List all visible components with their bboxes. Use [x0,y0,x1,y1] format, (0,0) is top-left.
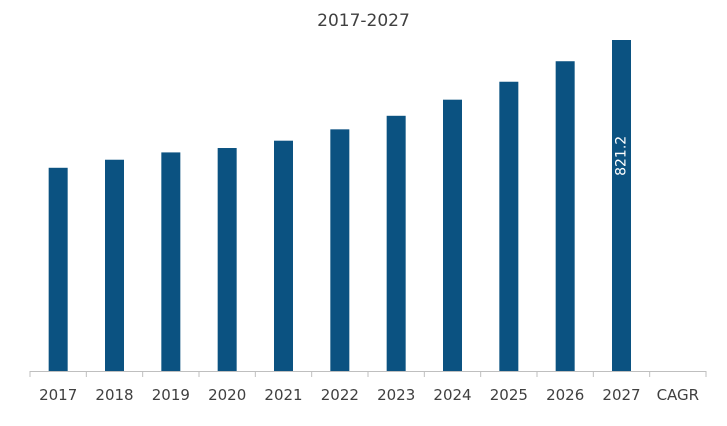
x-tick-label-2026: 2026 [546,386,584,404]
chart-title: 2017-2027 [317,11,410,31]
x-tick-label-2022: 2022 [321,386,359,404]
bar-2021 [274,140,293,371]
bar-2020 [217,148,237,371]
bar-2019 [161,152,181,371]
x-tick-label-2023: 2023 [377,386,415,404]
bars-group: 821.2 [48,40,631,371]
bar-2027 [612,40,631,371]
bar-2018 [105,159,124,371]
bar-2022 [330,129,350,371]
x-tick-label-2020: 2020 [208,386,246,404]
bar-2025 [499,81,519,371]
bar-2026 [555,61,575,371]
x-tick-label-CAGR: CAGR [657,386,700,404]
x-tick-label-2021: 2021 [264,386,302,404]
x-tick-label-2024: 2024 [433,386,471,404]
x-tick-label-2017: 2017 [39,386,77,404]
x-axis [29,371,707,377]
x-tick-label-2025: 2025 [490,386,528,404]
x-tick-labels: 2017 2018 2019 2020 2021 2022 2023 2024 2025 2026… [39,386,699,404]
x-tick-label-2019: 2019 [152,386,190,404]
x-tick-label-2018: 2018 [95,386,133,404]
bar-2017 [48,167,68,371]
bar-data-label-2027: 821.2 [614,136,630,176]
x-tick-label-2027: 2027 [602,386,640,404]
bar-2024 [443,99,462,371]
bar-2023 [386,115,406,371]
